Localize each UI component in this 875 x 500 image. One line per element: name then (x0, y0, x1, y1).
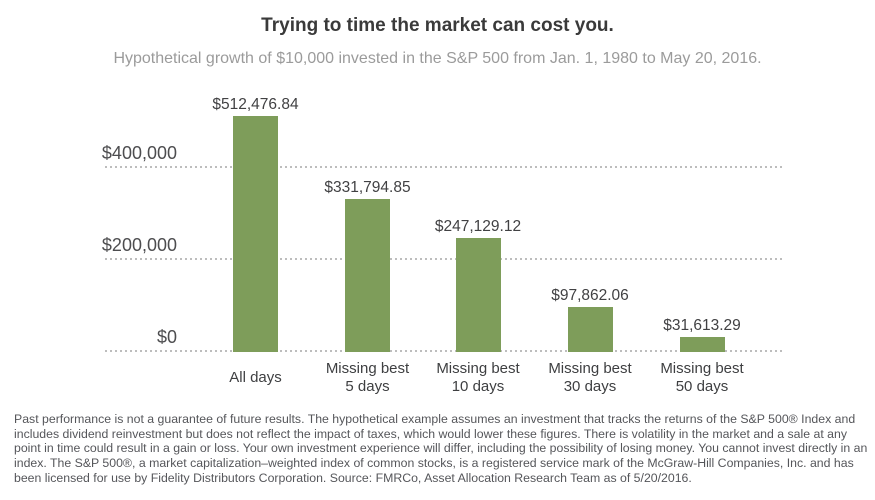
category-label-line: Missing best (548, 359, 632, 377)
bar-category-label: Missing best 50 days (640, 358, 764, 398)
category-label-line: Missing best (325, 359, 410, 377)
bar-value-label: $247,129.12 (434, 218, 522, 236)
bar-value-label: $512,476.84 (212, 96, 299, 114)
category-label-line: All days (229, 368, 282, 386)
chart-title: Trying to time the market can cost you. (261, 15, 614, 36)
bar-value-label: $331,794.85 (324, 179, 411, 197)
bar-value-label: $31,613.29 (663, 317, 741, 335)
bar (345, 199, 390, 352)
gridline (105, 166, 783, 168)
chart-subtitle: Hypothetical growth of $10,000 invested … (113, 50, 762, 67)
category-label-line: 10 days (451, 378, 505, 395)
y-axis-tick-label: $0 (156, 327, 177, 347)
category-label-line: 5 days (345, 378, 390, 395)
bar-category-label: Missing best 5 days (306, 358, 430, 398)
bar-value-label: $97,862.06 (551, 286, 629, 304)
bar (679, 337, 725, 352)
bar (455, 238, 501, 352)
bar (233, 116, 278, 352)
category-label-line: Missing best (436, 359, 520, 377)
category-label-line: 50 days (675, 378, 729, 395)
y-axis-tick-label: $200,000 (101, 235, 177, 255)
gridline (105, 258, 783, 260)
disclaimer-text: Past performance is not a guarantee of f… (14, 412, 868, 485)
category-label-line: 30 days (563, 378, 617, 395)
bar-category-label: Missing best 10 days (416, 358, 540, 398)
bar (567, 306, 613, 352)
category-label-line: Missing best (660, 359, 744, 377)
bar-category-label: All days (194, 358, 318, 398)
gridline (105, 350, 783, 352)
bar-category-label: Missing best 30 days (528, 358, 652, 398)
bar-chart: $0 $200,000 $400,000 $512,476.84 All days $33… (101, 96, 783, 398)
y-axis-tick-label: $400,000 (101, 143, 177, 163)
